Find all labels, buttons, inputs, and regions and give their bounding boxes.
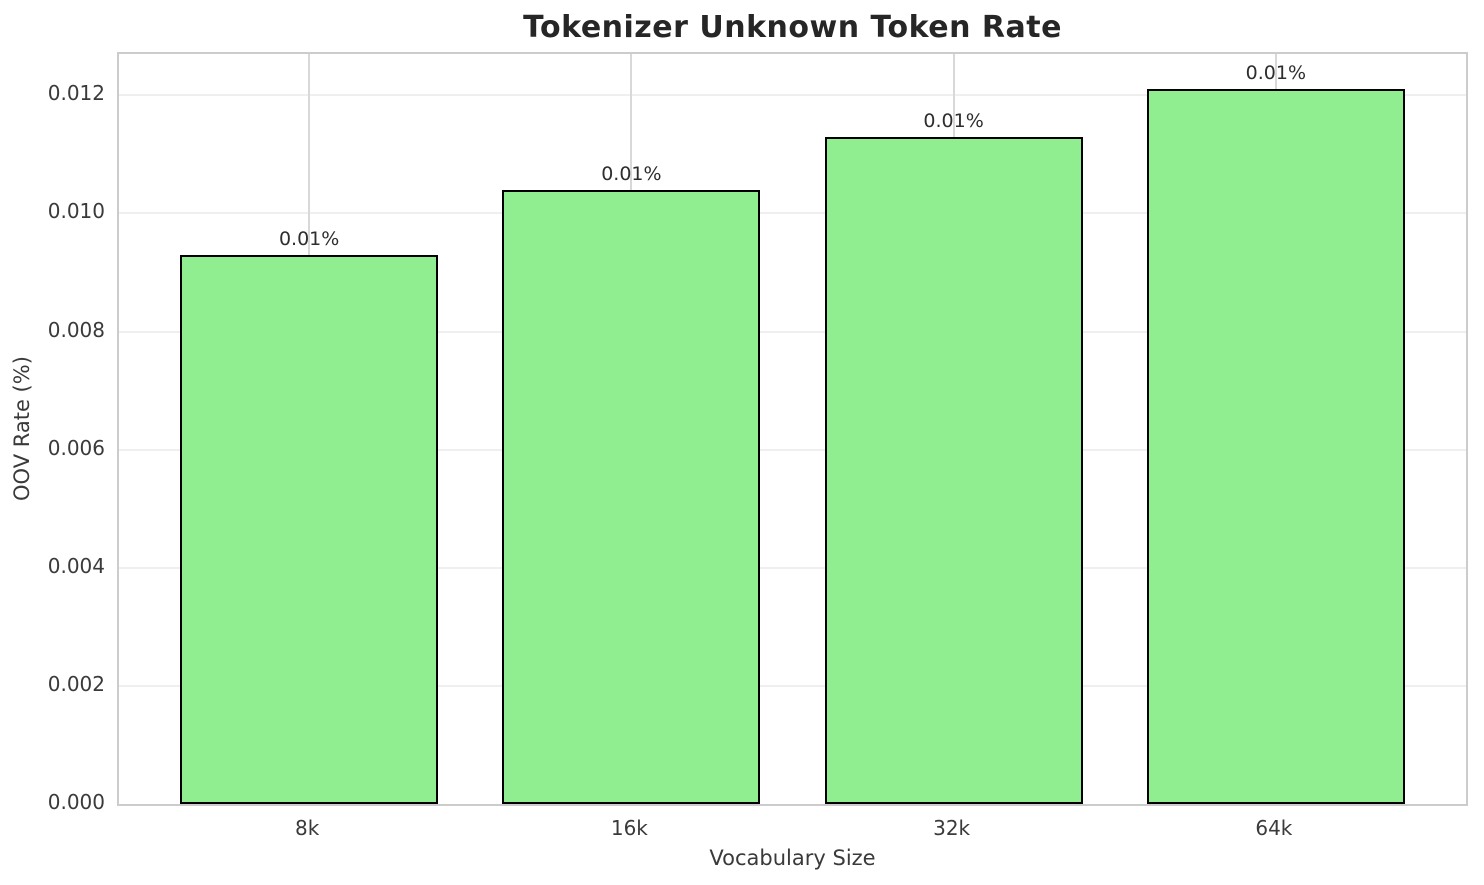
y-axis-tick-labels: 0.000 0.002 0.004 0.006 0.008 0.010 0.012 [0,52,105,814]
y-tick-label: 0.010 [47,199,105,224]
bar-value-label-8k: 0.01% [278,227,340,250]
x-axis-label: Vocabulary Size [709,846,876,870]
plot-area: 0.01% 0.01% 0.01% 0.01% [117,52,1468,806]
h-gridline-0.012 [119,94,1466,97]
h-gridline-0.008 [119,330,1466,333]
bar-value-label-64k: 0.01% [1245,62,1307,85]
y-tick-label: 0.004 [47,553,105,578]
bar-64k [1146,89,1405,804]
x-tick-label-8k: 8k [294,816,320,840]
y-tick-label: 0.008 [47,317,105,342]
x-axis-tick-labels: 8k 16k 32k 64k [117,806,1468,842]
bar-value-label-32k: 0.01% [923,109,984,132]
h-gridline-0.010 [119,212,1466,215]
x-tick-label-16k: 16k [610,816,648,840]
x-tick-label-32k: 32k [933,816,971,840]
y-tick-label: 0.000 [47,790,105,814]
bar-8k [180,254,439,804]
bar-16k [502,189,761,804]
chart-title: Tokenizer Unknown Token Rate [523,10,1062,45]
h-gridline-0.002 [119,684,1466,687]
y-tick-label: 0.006 [47,435,105,460]
x-tick-label-64k: 64k [1255,816,1293,840]
y-tick-label: 0.002 [47,671,105,696]
y-tick-label: 0.012 [47,81,105,106]
bar-value-label-16k: 0.01% [601,162,662,185]
h-gridline-0.004 [119,566,1466,569]
bar-32k [824,136,1083,804]
h-gridline-0.006 [119,448,1466,451]
